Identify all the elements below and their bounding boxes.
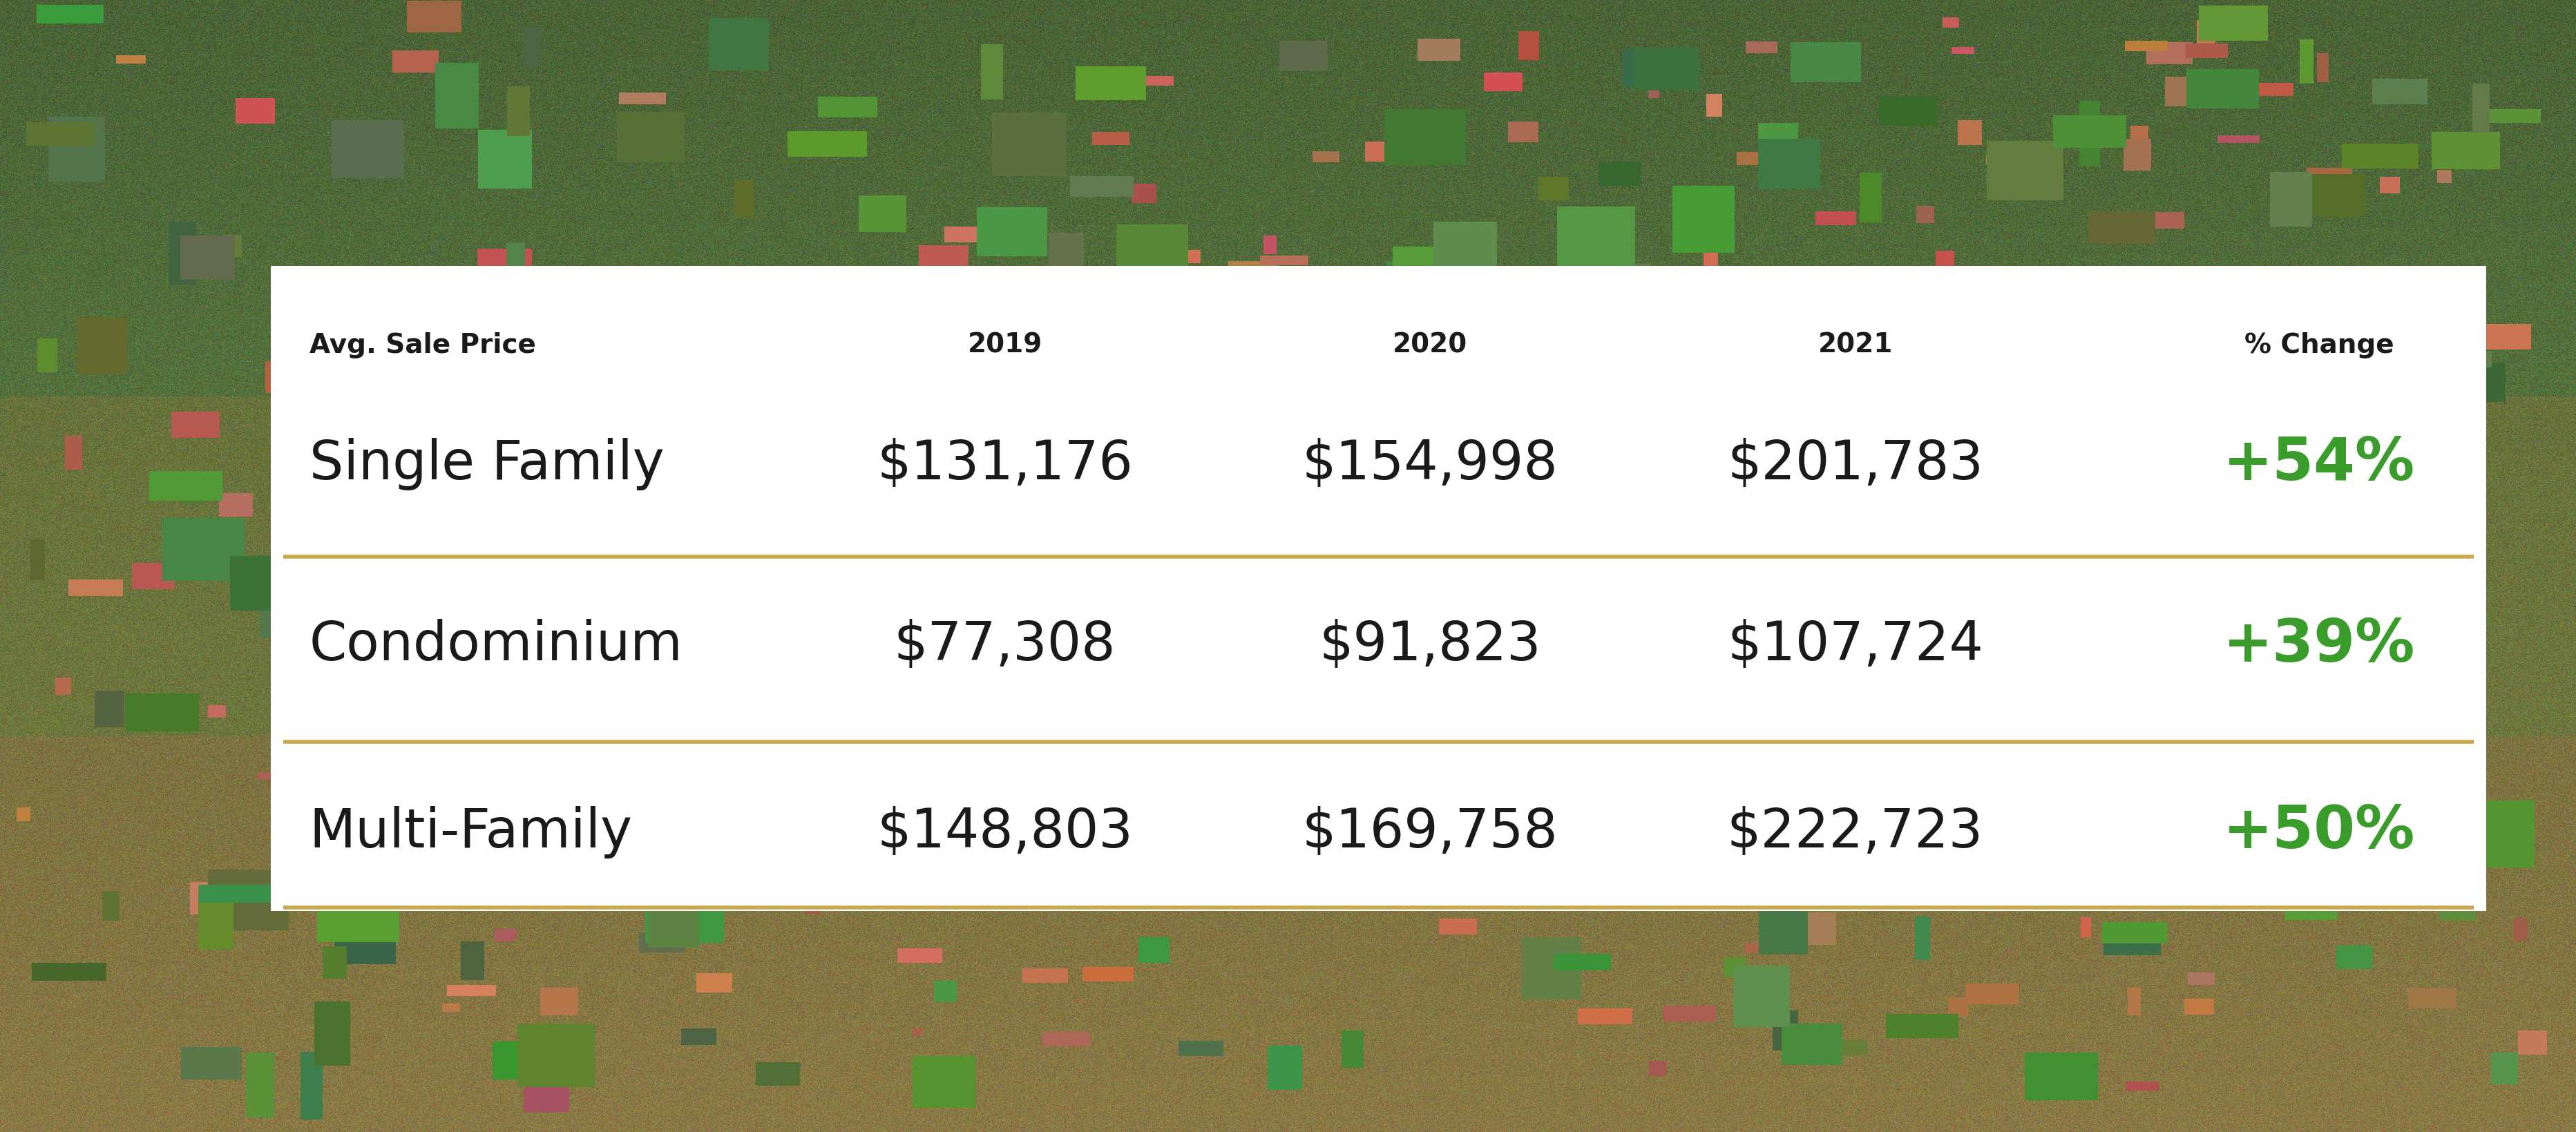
Text: 2021: 2021 (1816, 332, 1893, 359)
Text: % Change: % Change (2244, 332, 2393, 359)
Text: $169,758: $169,758 (1301, 806, 1558, 858)
Text: Multi-Family: Multi-Family (309, 806, 634, 858)
Text: Avg. Sale Price: Avg. Sale Price (309, 332, 536, 359)
Text: +50%: +50% (2223, 804, 2414, 860)
Text: $148,803: $148,803 (876, 806, 1133, 858)
Text: $154,998: $154,998 (1301, 438, 1558, 490)
Text: Condominium: Condominium (309, 619, 683, 671)
Text: $201,783: $201,783 (1726, 438, 1984, 490)
Text: $107,724: $107,724 (1726, 619, 1984, 671)
Text: 2019: 2019 (966, 332, 1043, 359)
Text: 2020: 2020 (1391, 332, 1468, 359)
Text: $77,308: $77,308 (894, 619, 1115, 671)
Text: +39%: +39% (2223, 617, 2414, 674)
Text: $222,723: $222,723 (1726, 806, 1984, 858)
Text: Single Family: Single Family (309, 438, 665, 490)
Text: +54%: +54% (2223, 436, 2414, 492)
FancyBboxPatch shape (270, 266, 2486, 911)
Text: $131,176: $131,176 (876, 438, 1133, 490)
Text: $91,823: $91,823 (1319, 619, 1540, 671)
